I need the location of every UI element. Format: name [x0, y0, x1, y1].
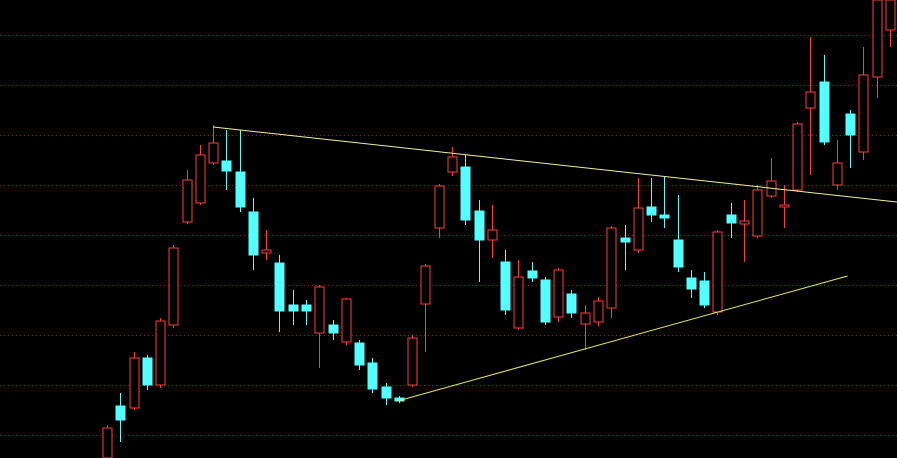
candle-body — [129, 357, 140, 409]
candle-body — [460, 166, 471, 221]
candle-body — [182, 179, 193, 223]
candle-body — [792, 123, 803, 191]
candle-body — [885, 0, 896, 31]
candle-body — [248, 211, 259, 256]
candle-body — [261, 249, 272, 254]
candle-body — [142, 357, 153, 386]
candle-body — [301, 304, 312, 312]
candle-body — [832, 162, 843, 186]
candle-body — [155, 320, 166, 386]
candle-body — [168, 247, 179, 326]
candle-body — [580, 312, 591, 325]
candle-body — [195, 154, 206, 204]
candle-body — [739, 220, 750, 225]
candle-body — [500, 261, 511, 311]
candle-body — [447, 156, 458, 173]
candle-body — [553, 269, 564, 318]
candle-body — [314, 286, 325, 334]
candle-body — [726, 214, 737, 224]
candle-body — [858, 74, 869, 153]
candle-body — [779, 204, 790, 208]
candle-body — [659, 214, 670, 219]
candle-body — [420, 265, 431, 305]
candle-body — [434, 185, 445, 229]
candle-body — [274, 262, 285, 312]
candle-body — [699, 280, 710, 306]
candle-body — [328, 324, 339, 334]
candle-body — [712, 231, 723, 313]
candle-body — [752, 189, 763, 237]
candle-body — [845, 113, 856, 136]
trend-line — [397, 275, 848, 402]
candle-body — [606, 227, 617, 309]
candle-body — [407, 337, 418, 386]
candle-body — [673, 239, 684, 268]
candle-body — [235, 171, 246, 208]
candle-body — [540, 279, 551, 323]
candle-body — [354, 342, 365, 366]
candle-body — [115, 405, 126, 421]
candle-body — [474, 210, 485, 241]
candle-body — [646, 206, 657, 216]
candle-body — [221, 160, 232, 172]
candle-body — [487, 229, 498, 241]
candle-body — [819, 81, 830, 143]
candle-body — [381, 386, 392, 399]
candle-body — [367, 362, 378, 390]
candle-body — [686, 277, 697, 290]
candle-body — [620, 237, 631, 243]
candle-body — [872, 0, 883, 78]
candle-body — [633, 207, 644, 251]
candle-body — [566, 293, 577, 314]
candle-body — [805, 91, 816, 109]
candle-body — [513, 276, 524, 329]
candle-body — [593, 300, 604, 323]
candle-body — [341, 298, 352, 343]
trend-line — [213, 126, 897, 203]
candle-body — [208, 142, 219, 164]
candle-body — [288, 304, 299, 312]
candle-body — [527, 270, 538, 279]
candle-body — [102, 427, 113, 458]
